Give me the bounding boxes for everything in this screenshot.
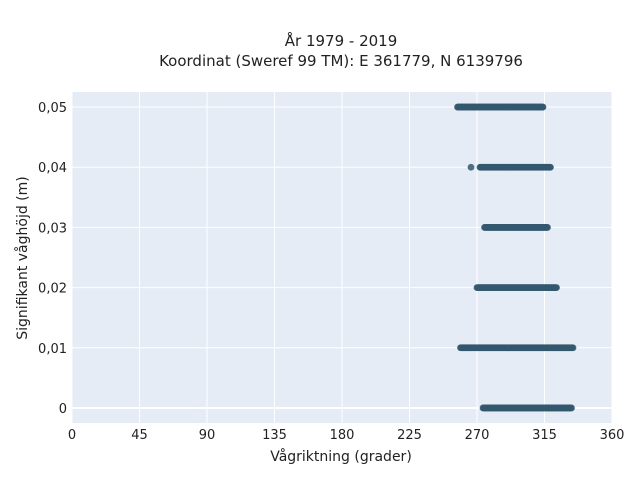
x-axis-label: Vågriktning (grader)	[270, 448, 412, 465]
data-point	[568, 404, 575, 412]
x-tick-label: 180	[330, 428, 355, 443]
x-tick-label: 90	[199, 428, 216, 443]
chart-title: År 1979 - 2019	[285, 31, 398, 50]
data-point	[544, 224, 551, 231]
data-point	[547, 163, 554, 171]
x-tick-label: 135	[262, 428, 287, 443]
x-tick-labels: 0 45 90 135 180 225 270 315 360	[68, 428, 625, 443]
y-tick-label: 0,04	[38, 161, 67, 176]
y-tick-label: 0	[59, 402, 67, 417]
data-point	[569, 344, 577, 352]
x-tick-label: 270	[465, 428, 490, 443]
data-point	[467, 163, 475, 171]
y-tick-label: 0,05	[38, 101, 67, 116]
y-tick-label: 0,01	[38, 342, 67, 357]
x-tick-label: 45	[131, 428, 148, 443]
x-tick-label: 225	[397, 428, 422, 443]
x-tick-label: 360	[600, 428, 625, 443]
data-point	[553, 284, 560, 291]
data-point	[539, 103, 547, 111]
y-tick-label: 0,02	[38, 282, 67, 297]
y-tick-label: 0,03	[38, 221, 67, 236]
x-tick-label: 315	[532, 428, 557, 443]
data-points	[454, 103, 577, 412]
x-tick-label: 0	[68, 428, 76, 443]
y-axis-label: Signifikant våghöjd (m)	[14, 176, 31, 339]
chart-subtitle: Koordinat (Sweref 99 TM): E 361779, N 61…	[159, 52, 523, 70]
y-tick-labels: 0 0,01 0,02 0,03 0,04 0,05	[38, 101, 67, 417]
